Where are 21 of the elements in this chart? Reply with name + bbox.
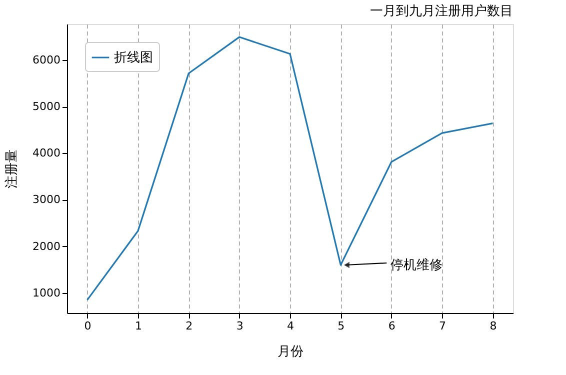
x-tick-label: 6 xyxy=(388,320,396,332)
x-tick-label: 1 xyxy=(134,320,142,332)
x-tick-label: 4 xyxy=(287,320,294,332)
y-tick-label: 6000 xyxy=(32,53,60,66)
y-tick-label: 1000 xyxy=(32,286,60,300)
legend-label: 折线图 xyxy=(114,50,153,66)
y-tick-label: 5000 xyxy=(32,100,60,114)
x-tick-label: 8 xyxy=(490,320,497,332)
x-axis-title: 月份 xyxy=(278,344,304,360)
x-tick-label: 2 xyxy=(186,320,193,332)
y-axis-title: 注册量 xyxy=(4,150,20,188)
y-tick-label: 2000 xyxy=(32,240,60,253)
chart-title: 一月到九月注册用户数目 xyxy=(370,4,513,19)
y-tick-label: 3000 xyxy=(32,193,60,206)
y-tick-label: 4000 xyxy=(32,146,60,160)
x-tick-label: 0 xyxy=(84,320,92,332)
x-tick-label: 7 xyxy=(439,320,446,332)
x-tick-label: 5 xyxy=(338,320,345,332)
line-series xyxy=(86,36,494,301)
x-tick-label: 3 xyxy=(236,320,244,332)
annotation: 停机维修 xyxy=(390,258,443,273)
